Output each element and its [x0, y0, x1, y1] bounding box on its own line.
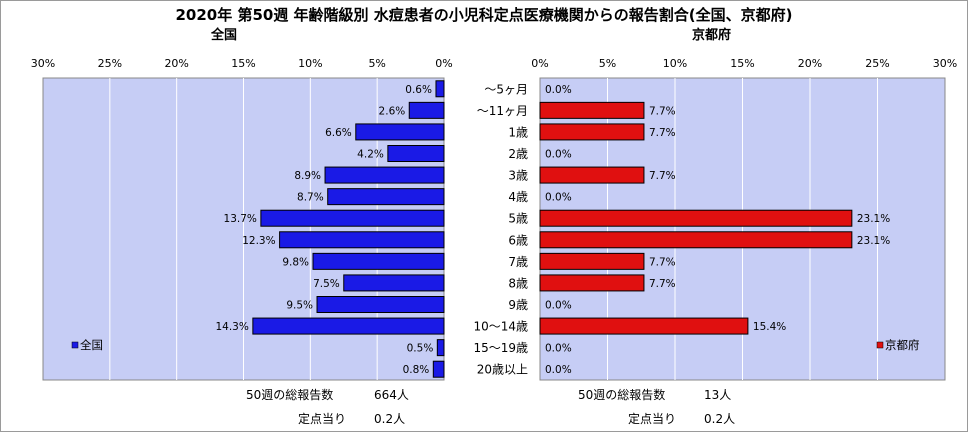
category-label: 2歳 — [508, 147, 528, 161]
kyoto-bar — [539, 231, 853, 249]
kyoto-tick-label: 5% — [599, 57, 616, 70]
national-bar — [260, 209, 445, 227]
national-bar — [327, 188, 445, 206]
kyoto-data-label: 7.7% — [649, 127, 676, 139]
kyoto-data-label: 7.7% — [649, 170, 676, 182]
national-per-site-value: 0.2人 — [374, 412, 406, 426]
national-data-label: 0.6% — [405, 84, 432, 96]
category-label: 1歳 — [508, 125, 528, 139]
kyoto-tick-label: 30% — [933, 57, 957, 70]
national-bar — [252, 317, 445, 335]
category-label: 3歳 — [508, 169, 528, 183]
national-data-label: 9.5% — [286, 300, 313, 312]
national-bar — [436, 339, 445, 357]
kyoto-bar — [539, 101, 645, 119]
national-bar — [343, 274, 445, 292]
kyoto-bar — [539, 317, 749, 335]
kyoto-per-site-value: 0.2人 — [704, 412, 736, 426]
kyoto-bar — [539, 166, 645, 184]
national-data-label: 8.9% — [294, 170, 321, 182]
category-label: 20歳以上 — [477, 363, 528, 377]
kyoto-tick-label: 25% — [865, 57, 889, 70]
national-total-label: 50週の総報告数 — [246, 388, 334, 402]
chart-title: 2020年 第50週 年齢階級別 水痘患者の小児科定点医療機関からの報告割合(全… — [175, 6, 793, 24]
national-subtitle: 全国 — [211, 28, 238, 43]
national-data-label: 9.8% — [282, 256, 309, 268]
category-label: 〜5ヶ月 — [484, 82, 528, 96]
national-tick-label: 15% — [231, 57, 255, 70]
kyoto-data-label: 7.7% — [649, 105, 676, 117]
national-bar — [316, 296, 445, 313]
national-tick-label: 25% — [98, 57, 122, 70]
category-label: 7歳 — [508, 255, 528, 269]
national-tick-label: 0% — [435, 57, 452, 70]
national-data-label: 0.5% — [407, 343, 434, 355]
kyoto-data-label: 0.0% — [545, 343, 572, 355]
national-legend-label: 全国 — [80, 338, 103, 352]
national-data-label: 8.7% — [297, 192, 324, 204]
category-label: 15〜19歳 — [473, 341, 528, 355]
national-tick-label: 30% — [31, 57, 55, 70]
category-label: 8歳 — [508, 276, 528, 290]
kyoto-tick-label: 20% — [798, 57, 822, 70]
kyoto-total-label: 50週の総報告数 — [578, 388, 666, 402]
kyoto-total-value: 13人 — [704, 388, 732, 402]
national-data-label: 0.8% — [403, 364, 430, 376]
national-tick-label: 10% — [298, 57, 322, 70]
kyoto-tick-label: 10% — [663, 57, 687, 70]
national-data-label: 2.6% — [379, 105, 406, 117]
national-data-label: 4.2% — [357, 149, 384, 161]
national-tick-label: 20% — [164, 57, 188, 70]
national-bar — [279, 231, 445, 249]
category-label: 9歳 — [508, 298, 528, 312]
national-total-value: 664人 — [374, 388, 409, 402]
kyoto-tick-label: 0% — [531, 57, 548, 70]
category-label: 4歳 — [508, 190, 528, 204]
kyoto-per-site-label: 定点当り — [628, 412, 677, 426]
national-bar — [435, 80, 445, 98]
kyoto-subtitle: 京都府 — [692, 28, 732, 43]
category-label: 〜11ヶ月 — [477, 104, 528, 118]
national-legend-swatch — [71, 341, 79, 349]
kyoto-data-label: 0.0% — [545, 364, 572, 376]
kyoto-bar — [539, 252, 645, 270]
kyoto-data-label: 7.7% — [649, 256, 676, 268]
kyoto-data-label: 15.4% — [753, 321, 786, 333]
national-tick-label: 5% — [368, 57, 385, 70]
national-per-site-label: 定点当り — [298, 412, 347, 426]
national-bar — [312, 252, 445, 270]
kyoto-tick-label: 15% — [730, 57, 754, 70]
category-label: 6歳 — [508, 233, 528, 247]
kyoto-data-label: 0.0% — [545, 300, 572, 312]
kyoto-data-label: 23.1% — [857, 235, 890, 247]
national-bar — [324, 166, 445, 184]
kyoto-bar — [539, 274, 645, 292]
category-label: 5歳 — [508, 212, 528, 226]
kyoto-data-label: 0.0% — [545, 149, 572, 161]
national-bar — [432, 360, 445, 378]
national-data-label: 7.5% — [313, 278, 340, 290]
kyoto-legend-swatch — [876, 341, 884, 349]
national-data-label: 12.3% — [242, 235, 275, 247]
national-data-label: 14.3% — [215, 321, 248, 333]
category-label: 10〜14歳 — [473, 320, 528, 334]
kyoto-data-label: 23.1% — [857, 213, 890, 225]
national-data-label: 6.6% — [325, 127, 352, 139]
national-data-label: 13.7% — [224, 213, 257, 225]
kyoto-data-label: 7.7% — [649, 278, 676, 290]
national-bar — [355, 123, 445, 141]
kyoto-legend-label: 京都府 — [885, 338, 920, 352]
kyoto-data-label: 0.0% — [545, 192, 572, 204]
kyoto-bar — [539, 209, 853, 227]
kyoto-bar — [539, 123, 645, 141]
national-bar — [408, 101, 445, 119]
national-bar — [387, 145, 445, 162]
kyoto-data-label: 0.0% — [545, 84, 572, 96]
